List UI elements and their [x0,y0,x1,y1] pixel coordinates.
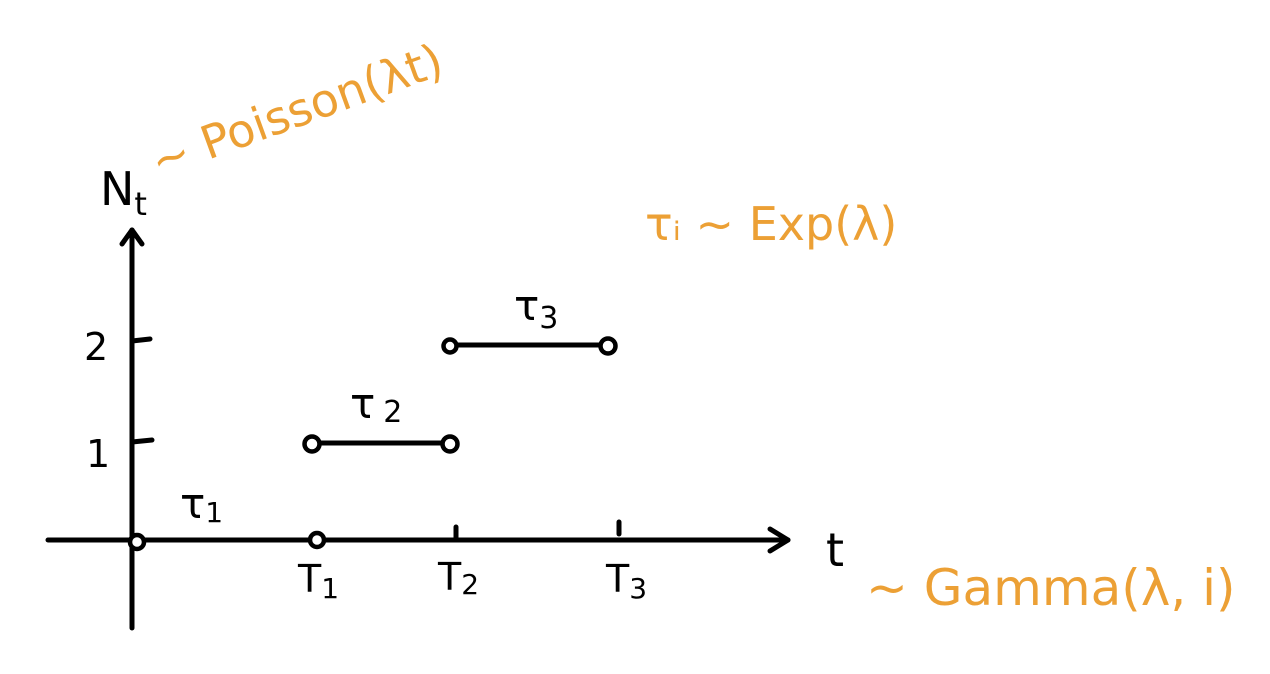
x-tick-label-t2: T2 [437,555,479,601]
x-tick-label-t3: T3 [605,557,647,605]
y-tick-mark-1 [129,437,155,445]
event-point-origin [127,532,147,552]
event-point-t1-axis [307,530,327,550]
axes [45,227,791,631]
event-point-t1-level [302,434,322,454]
interval-label-tau1: τ1 [180,479,223,529]
x-axis-label: t [826,523,844,577]
y-axis-label-sub: t [134,185,147,223]
event-point-t2-level1 [440,434,460,454]
y-axis-arrowhead [119,227,145,247]
y-axis-label: Nt [100,162,147,223]
y-tick-label-1: 1 [86,432,110,476]
annotation-exp: τᵢ ~ Exp(λ) [645,197,897,251]
y-axis-label-main: N [100,162,134,216]
x-axis-arrowhead [767,526,791,554]
annotation-gamma: ~ Gamma(λ, i) [866,559,1236,617]
y-tick-mark-2 [129,336,153,344]
event-point-t3-level2 [598,336,618,356]
x-tick-label-t1: T1 [297,557,339,605]
step-function [127,336,618,552]
annotation-poisson: ~ Poisson(λt) [143,33,450,189]
y-tick-label-2: 2 [84,325,108,369]
interval-label-tau3: τ3 [514,281,558,336]
event-point-t2-level2 [441,337,459,355]
